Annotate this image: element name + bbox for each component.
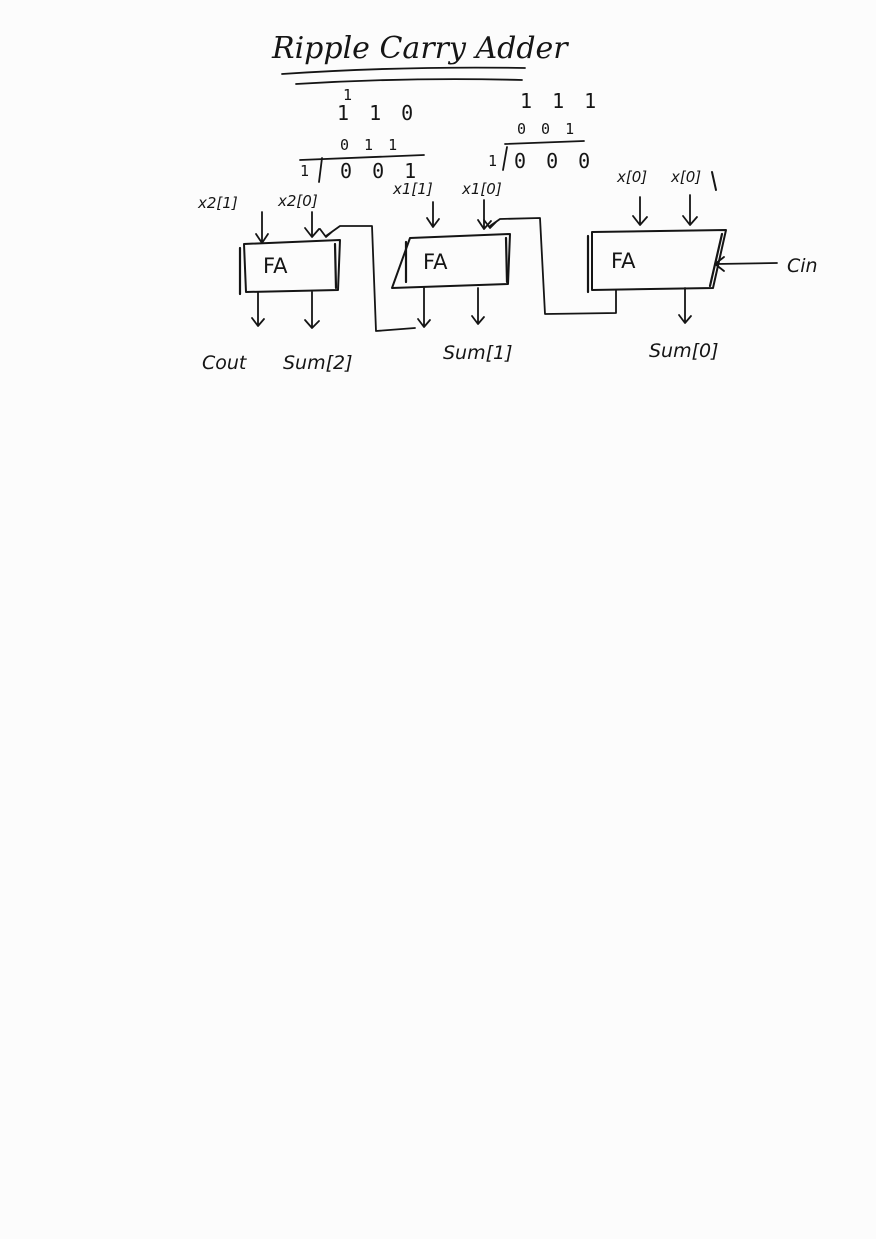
fa0-box	[591, 229, 727, 291]
calc-right-row1: 0 0 1	[517, 120, 577, 138]
fa1-input-a-arrow-icon	[426, 201, 440, 228]
carry-wire-fa1-to-fa2	[319, 225, 416, 332]
fa1-input-b-arrow-icon	[477, 199, 492, 230]
fa2-box	[243, 239, 341, 293]
calc-left-rule	[299, 154, 425, 161]
fa1-sum-arrow-icon	[471, 287, 485, 325]
fa1-box	[391, 233, 511, 289]
diagram-title: Ripple Carry Adder	[271, 31, 569, 66]
calc-left-result-carry: 1	[300, 162, 312, 180]
calc-left-row2: 0 1 1	[340, 136, 400, 154]
fa2-input-b-arrow-icon	[304, 211, 320, 238]
calculation-right: 1 1 1 0 0 1 1 0 0 0	[488, 89, 600, 173]
fa2-cout-arrow-icon	[251, 291, 265, 327]
fa1-sum-label: Sum[1]	[443, 342, 513, 364]
fa2-input-a-arrow-icon	[255, 211, 269, 244]
fa2-box-edges	[238, 242, 338, 296]
full-adder-block-0: x[0] x[0] FA Sum[0] Cin	[586, 168, 818, 362]
fa0-input-b-label: x[0]	[670, 168, 701, 186]
fa0-box-edges	[586, 232, 724, 294]
calculation-left: 1 1 1 0 0 1 1 1 0 0 1	[299, 86, 425, 183]
calc-left-divider	[318, 157, 323, 183]
title-underline-2	[295, 78, 523, 85]
calc-left-result: 0 0 1	[340, 159, 420, 183]
calc-right-result: 0 0 0	[514, 149, 594, 173]
carry-wire-fa0-to-fa1	[483, 217, 617, 315]
fa1-cout-arrow-icon	[417, 287, 431, 328]
fa2-input-a-label: x2[1]	[197, 194, 238, 212]
calc-right-carries: 1 1 1	[520, 89, 600, 113]
fa2-input-b-label: x2[0]	[277, 192, 318, 210]
fa2-sum-arrow-icon	[304, 291, 320, 329]
fa1-input-a-label: x1[1]	[392, 180, 433, 198]
fa2-sum-label: Sum[2]	[283, 352, 353, 374]
fa1-box-edges	[404, 236, 509, 284]
full-adder-block-1: x1[1] x1[0] FA Sum[1]	[391, 180, 513, 364]
full-adder-block-2: x2[1] x2[0] FA Cout Sum[2]	[197, 192, 353, 374]
fa0-sum-label: Sum[0]	[649, 340, 719, 362]
carry-in-label: Cin	[787, 255, 818, 277]
calc-left-row1: 1 1 0	[337, 101, 417, 125]
fa0-input-a-arrow-icon	[632, 196, 648, 226]
calc-left-carry: 1	[343, 86, 355, 104]
fa2-label: FA	[263, 254, 288, 278]
fa0-input-a-label: x[0]	[616, 168, 647, 186]
fa0-label: FA	[611, 249, 636, 273]
calc-right-divider	[502, 146, 508, 171]
fa1-label: FA	[423, 250, 448, 274]
calc-right-result-carry: 1	[488, 152, 500, 170]
fa1-input-b-label: x1[0]	[461, 180, 502, 198]
carry-in-arrow-icon	[714, 256, 778, 272]
fa0-input-b-arrow-icon	[682, 194, 698, 226]
fa0-sum-arrow-icon	[678, 287, 692, 324]
fa0-input-b-bracket	[711, 171, 717, 191]
fa2-cout-label: Cout	[202, 352, 248, 374]
calc-right-rule	[504, 140, 585, 145]
title-underline-1	[281, 66, 526, 75]
